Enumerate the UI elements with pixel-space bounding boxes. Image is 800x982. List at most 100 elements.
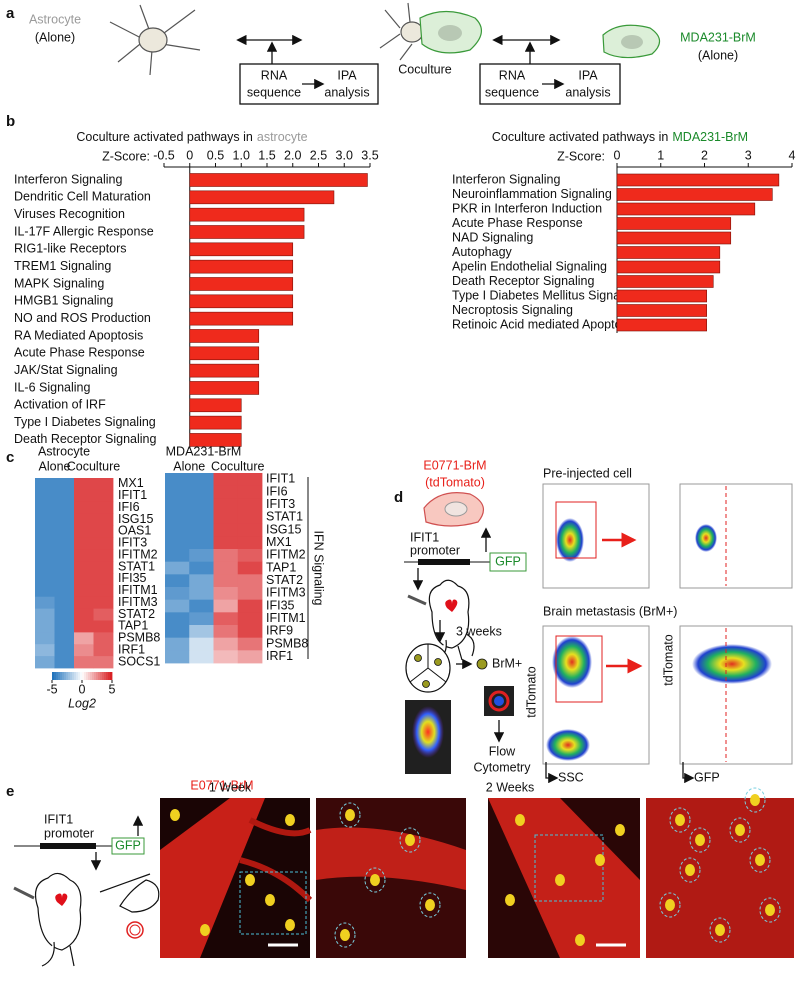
row-label: MX1 bbox=[266, 535, 292, 549]
gfp-cell bbox=[265, 894, 275, 906]
heat-cell bbox=[213, 536, 239, 550]
heat-cell bbox=[93, 656, 114, 669]
heat-cell bbox=[189, 625, 214, 639]
category-label: MAPK Signaling bbox=[14, 276, 104, 290]
cell-label: E0771-BrM bbox=[190, 778, 253, 792]
colorbar-step bbox=[70, 672, 73, 680]
heat-cell bbox=[237, 561, 263, 575]
row-label: IFITM3 bbox=[118, 595, 158, 609]
bar bbox=[616, 188, 773, 201]
x-tick-label: 3.5 bbox=[361, 148, 378, 162]
heat-cell bbox=[54, 608, 75, 621]
gfp-cell bbox=[340, 929, 350, 941]
zoom-box bbox=[534, 834, 604, 902]
pipeline-box bbox=[239, 63, 379, 105]
heat-cell bbox=[165, 473, 190, 487]
gfp-cell bbox=[735, 824, 745, 836]
heat-cell bbox=[54, 561, 75, 574]
gfp-cell bbox=[555, 874, 565, 886]
heat-cell bbox=[213, 473, 239, 487]
heat-cell bbox=[237, 485, 263, 499]
heat-cell bbox=[35, 608, 55, 621]
heat-cell bbox=[189, 485, 214, 499]
promoter-label: IFIT1 bbox=[44, 812, 73, 826]
heat-cell bbox=[189, 612, 214, 626]
colorbar-step bbox=[92, 672, 95, 680]
heat-cell bbox=[165, 498, 190, 512]
gfp-cell bbox=[715, 924, 725, 936]
heat-cell bbox=[213, 498, 239, 512]
colorbar-step bbox=[96, 672, 99, 680]
category-label: Interferon Signaling bbox=[14, 172, 122, 186]
x-tick-label: 3.0 bbox=[336, 148, 353, 162]
heat-cell bbox=[35, 620, 55, 633]
cell-outline bbox=[419, 892, 441, 918]
row-label: IFIT3 bbox=[118, 536, 147, 550]
heat-cell bbox=[74, 584, 94, 598]
plot-title: Pre-injected cell bbox=[543, 466, 632, 480]
heat-cell bbox=[93, 537, 114, 550]
axis-label: Z-Score: bbox=[102, 149, 150, 163]
bar bbox=[189, 277, 294, 291]
gfp-cell bbox=[515, 814, 525, 826]
heat-cell bbox=[74, 537, 94, 550]
category-label: Autophagy bbox=[452, 245, 513, 259]
colorbar-tick-label: 0 bbox=[79, 682, 86, 696]
heat-cell bbox=[165, 587, 190, 601]
colorbar-step bbox=[94, 672, 97, 680]
row-label: IRF1 bbox=[266, 649, 293, 663]
heat-cell bbox=[54, 620, 75, 633]
heat-cell bbox=[54, 525, 75, 538]
flow-density bbox=[546, 729, 590, 761]
gfp-cell bbox=[370, 874, 380, 886]
flow-density bbox=[556, 518, 584, 562]
flow-density bbox=[695, 524, 717, 552]
row-label: IFITM1 bbox=[118, 583, 158, 597]
heat-cell bbox=[189, 637, 214, 651]
group-label: Alone bbox=[173, 459, 205, 473]
colorbar-step bbox=[62, 672, 65, 680]
heat-cell bbox=[93, 608, 114, 621]
colorbar-step bbox=[80, 672, 83, 680]
mouse-icon bbox=[13, 872, 160, 967]
heat-cell bbox=[74, 489, 94, 503]
heat-cell bbox=[165, 637, 190, 651]
heat-cell bbox=[189, 473, 214, 487]
heat-cell bbox=[93, 632, 114, 645]
bar bbox=[189, 381, 260, 395]
cell-outline bbox=[679, 857, 701, 883]
colorbar-step bbox=[66, 672, 69, 680]
heat-cell bbox=[35, 584, 55, 598]
axis-label: Z-Score: bbox=[557, 149, 605, 163]
gfp-cell bbox=[595, 854, 605, 866]
heat-cell bbox=[93, 489, 114, 503]
gfp-cell bbox=[665, 899, 675, 911]
bar bbox=[616, 231, 732, 245]
ivis-signal bbox=[412, 706, 444, 758]
heat-cell bbox=[213, 485, 239, 499]
heat-cell bbox=[35, 513, 55, 526]
heat-cell bbox=[213, 574, 239, 588]
category-label: NO and ROS Production bbox=[14, 311, 151, 325]
heat-cell bbox=[54, 596, 75, 610]
heat-cell bbox=[74, 632, 94, 645]
vessel bbox=[316, 827, 466, 890]
row-label: STAT2 bbox=[118, 607, 155, 621]
promoter-label: promoter bbox=[44, 826, 94, 840]
heat-cell bbox=[35, 549, 55, 562]
heatmap-title: MDA231-BrM bbox=[166, 444, 242, 458]
colorbar-step bbox=[72, 672, 75, 680]
bar bbox=[189, 311, 294, 326]
row-label: IFITM3 bbox=[266, 586, 306, 600]
row-group-label: IFN Signaling bbox=[312, 530, 326, 605]
heat-cell bbox=[54, 644, 75, 657]
category-label: IL-6 Signaling bbox=[14, 380, 90, 394]
heat-cell bbox=[93, 513, 114, 526]
axis-label: SSC bbox=[558, 770, 584, 784]
category-label: Dendritic Cell Maturation bbox=[14, 190, 151, 204]
row-label: IFIT1 bbox=[266, 472, 295, 486]
row-label: TAP1 bbox=[266, 560, 296, 574]
heat-cell bbox=[189, 523, 214, 537]
step-label: sequence bbox=[485, 85, 539, 99]
category-label: TREM1 Signaling bbox=[14, 259, 111, 273]
